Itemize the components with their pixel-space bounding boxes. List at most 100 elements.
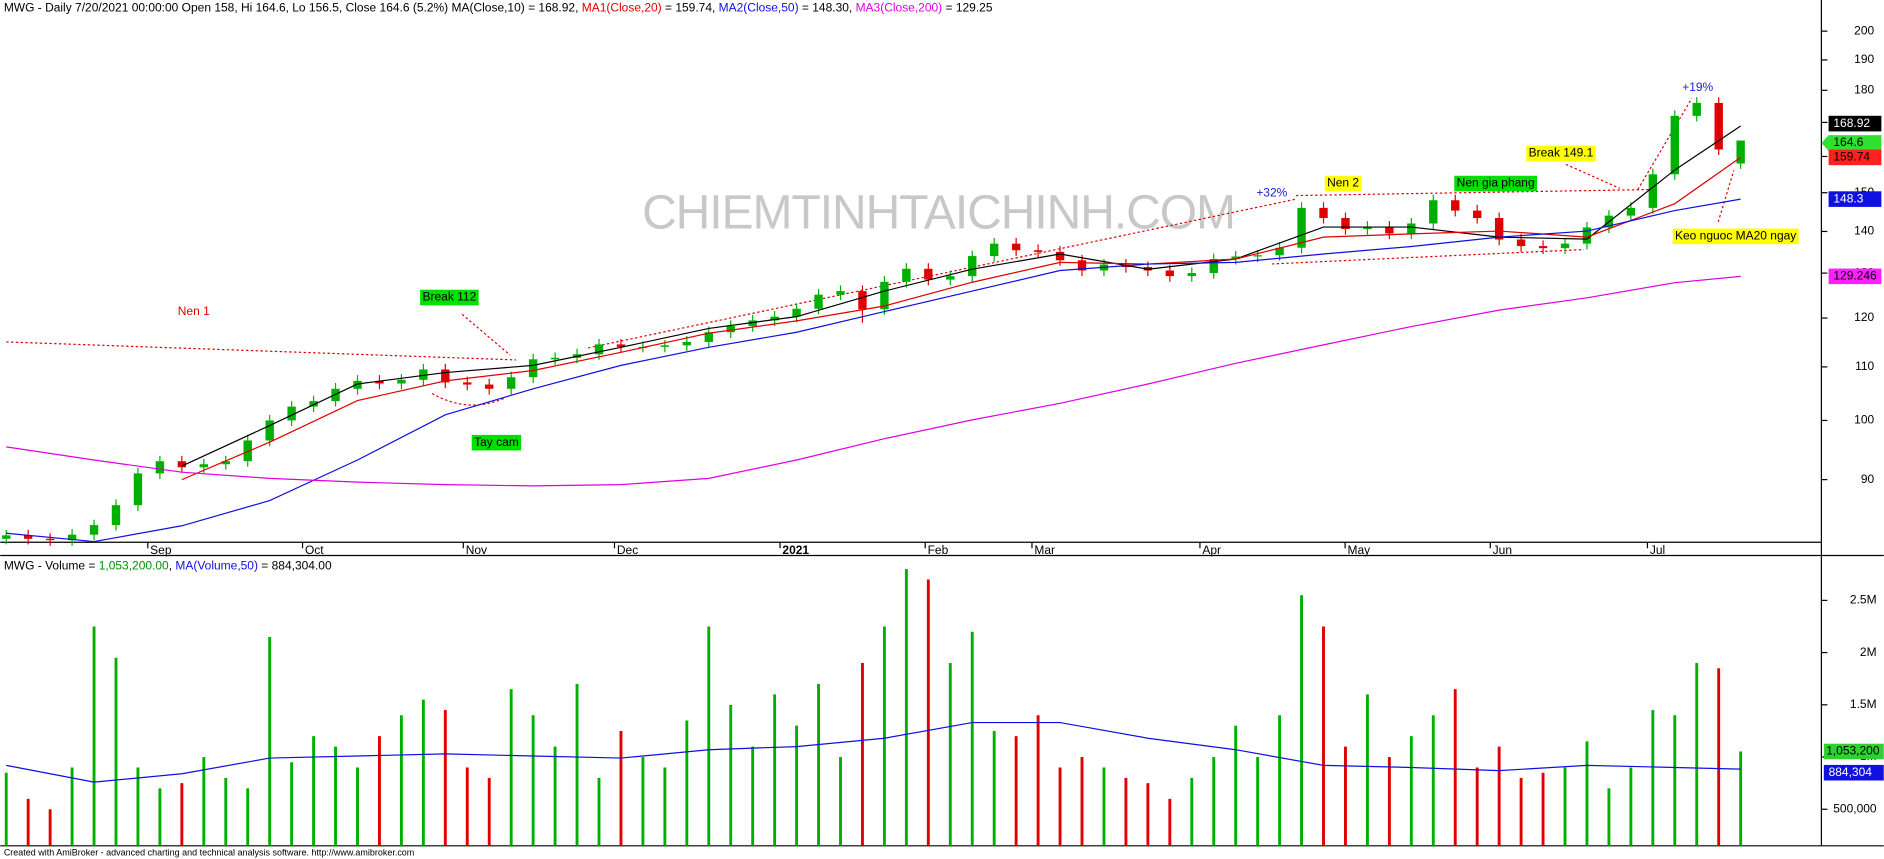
header-segment: MA2(Close,50) — [719, 1, 799, 15]
volume-bar — [795, 725, 799, 846]
candle-body — [1472, 210, 1482, 218]
volume-bar — [509, 689, 513, 846]
volume-bar — [531, 715, 535, 846]
candle-body — [814, 294, 823, 309]
volume-bar — [1256, 757, 1260, 846]
volume-bar — [1629, 767, 1633, 846]
volume-bar — [663, 767, 667, 846]
candle-body — [968, 256, 977, 277]
header-segment: = 148.30, — [799, 1, 856, 15]
candle-body — [1341, 217, 1350, 230]
volume-bar — [268, 636, 272, 846]
candle-body — [2, 535, 11, 539]
candle-body — [419, 369, 428, 380]
volume-header: MWG - Volume = 1,053,200.00, MA(Volume,5… — [4, 558, 332, 572]
annotation: Keo nguoc MA20 ngay — [1675, 229, 1796, 243]
header-segment: MA(Volume,50) — [175, 558, 258, 572]
annotation-box — [1454, 175, 1538, 192]
volume-bar — [290, 762, 294, 846]
ma-line — [6, 198, 1741, 543]
header-segment: MA3(Close,200) — [856, 1, 943, 15]
y-tick-label: 1.5M — [1850, 697, 1877, 711]
volume-bar — [1322, 626, 1325, 846]
candle-body — [836, 291, 845, 295]
y-tick-label: 2M — [1860, 645, 1877, 659]
ma-line — [181, 156, 1741, 481]
candle-body — [946, 276, 955, 280]
candle-body — [1297, 207, 1306, 248]
candle-body — [243, 440, 252, 462]
badge-label: 884,304 — [1829, 765, 1873, 779]
volume-bar — [904, 569, 908, 846]
annotation-box — [1672, 228, 1799, 245]
volume-bar — [1585, 741, 1589, 846]
candle-body — [133, 473, 143, 506]
base-top — [1295, 188, 1650, 197]
annotation: +19% — [1682, 80, 1713, 94]
volume-bar — [926, 579, 930, 846]
arrow — [1565, 163, 1621, 189]
volume-bar — [180, 783, 184, 846]
volume-bar — [1365, 694, 1369, 846]
volume-bar — [114, 657, 118, 846]
volume-bar — [882, 626, 886, 846]
candle-body — [1231, 256, 1240, 260]
badge-label: 164.6 — [1833, 135, 1863, 149]
candle-body — [89, 525, 99, 535]
candle-body — [748, 320, 757, 327]
candle-body — [1429, 200, 1438, 224]
volume-bar — [378, 736, 381, 846]
x-tick-label: 2021 — [782, 543, 809, 557]
y-tick-label: 110 — [1855, 359, 1874, 373]
y-tick-label: 90 — [1861, 472, 1875, 486]
volume-bar — [553, 746, 557, 846]
volume-bar — [1409, 736, 1413, 846]
annotation: Nen 1 — [178, 304, 210, 318]
candle-body — [1253, 255, 1262, 257]
candle-body — [594, 344, 604, 355]
x-tick-label: May — [1348, 543, 1371, 557]
x-tick-label: Dec — [617, 543, 638, 557]
candle-body — [506, 377, 516, 389]
annotation-box — [1324, 175, 1362, 192]
x-tick-label: Sep — [150, 543, 172, 557]
header-segment: MA1(Close,20) — [582, 1, 662, 15]
volume-bar — [356, 767, 359, 846]
volume-bar — [597, 777, 601, 846]
volume-bar — [707, 626, 711, 846]
volume-bar — [948, 663, 952, 846]
volume-bar — [1124, 777, 1128, 846]
badge — [1828, 268, 1882, 285]
volume-bar — [685, 720, 689, 846]
ma-line — [6, 721, 1741, 783]
volume-bar — [729, 704, 733, 846]
volume-bar — [202, 757, 206, 846]
annotation-box — [471, 434, 522, 451]
volume-bar — [817, 683, 820, 846]
volume-bar — [1739, 751, 1743, 846]
volume-bar — [1651, 710, 1655, 846]
volume-bar — [1146, 783, 1150, 846]
volume-bar — [992, 730, 996, 846]
candle-body — [375, 380, 384, 384]
candle-body — [177, 461, 187, 468]
candle-body — [924, 268, 933, 280]
volume-bar — [839, 757, 842, 846]
badge — [1823, 743, 1884, 760]
candle-body — [1033, 250, 1043, 252]
base-bottom — [1271, 248, 1584, 265]
volume-bar — [641, 757, 645, 846]
x-tick-label: Jun — [1493, 543, 1512, 557]
annotation-box — [420, 289, 479, 306]
volume-bar — [26, 798, 30, 846]
badge — [1823, 764, 1884, 781]
candle-body — [726, 326, 735, 333]
candle-body — [287, 406, 296, 421]
candle-body — [1582, 227, 1592, 244]
candle-body — [1077, 260, 1087, 271]
annotation: Tay cam — [474, 435, 519, 449]
volume-bar — [1190, 777, 1194, 846]
volume-bar — [1519, 777, 1523, 846]
candle-body — [528, 359, 538, 378]
